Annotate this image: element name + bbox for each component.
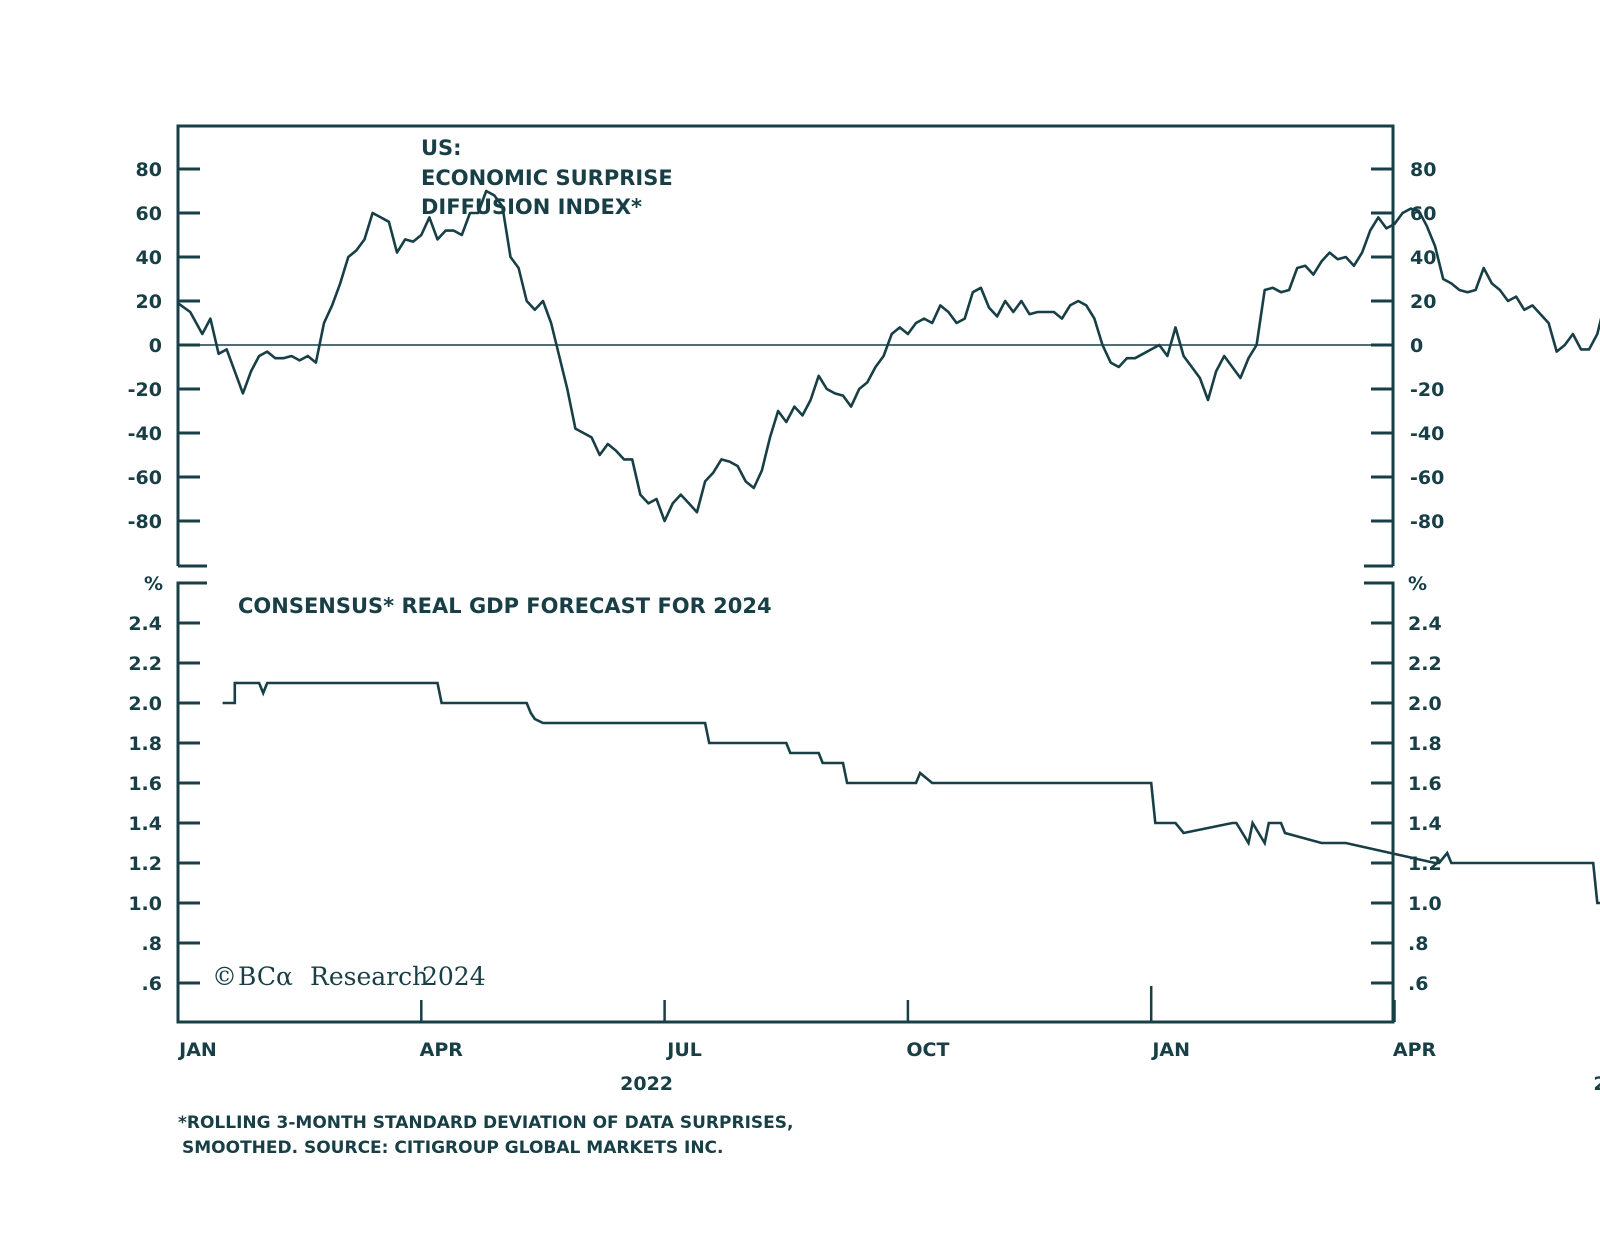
x-axis-ticks: JANAPRJULOCTJANAPRJULOCTJANAPR20222023 — [177, 986, 1600, 1095]
top-left-tick-label: -20 — [128, 379, 162, 401]
top-panel: 80 80 60 60 40 40 20 20 0 0 -20 -20 -40 -40 -60 -60 -80 -… — [128, 124, 1600, 568]
x-tick-label: APR — [420, 1039, 464, 1061]
bottom-y-ticks: 2.4 2.4 2.2 2.2 2.0 2.0 1.8 1.8 1.6 1.6 1.4 1.4 1.2 1… — [128, 613, 1441, 995]
x-year-label: 2023 — [1593, 1073, 1600, 1095]
bca-logo: BCα — [238, 962, 293, 991]
footnote-line-2: SMOOTHED. SOURCE: CITIGROUP GLOBAL MARKE… — [182, 1138, 723, 1158]
bottom-y-unit-right: % — [1408, 573, 1427, 595]
bottom-left-tick-label: 1.4 — [128, 813, 162, 835]
bottom-panel: 2.4 2.4 2.2 2.2 2.0 2.0 1.8 1.8 1.6 1.6 1.4 1.4 1.2 1… — [128, 573, 1600, 1095]
bottom-right-tick-label: .6 — [1408, 973, 1428, 995]
x-year-label: 2022 — [620, 1073, 673, 1095]
bottom-left-tick-label: 1.2 — [128, 853, 162, 875]
top-left-tick-label: 80 — [136, 159, 162, 181]
bottom-left-tick-label: 1.8 — [128, 733, 162, 755]
top-right-tick-label: 0 — [1410, 335, 1423, 357]
top-right-tick-label: -40 — [1410, 423, 1444, 445]
footnote-line-1: *ROLLING 3-MONTH STANDARD DEVIATION OF D… — [178, 1113, 793, 1133]
bottom-right-tick-label: 2.4 — [1408, 613, 1442, 635]
bottom-right-tick-label: 2.0 — [1408, 693, 1442, 715]
top-left-tick-label: -40 — [128, 423, 162, 445]
top-left-tick-label: -80 — [128, 511, 162, 533]
top-right-tick-label: 20 — [1410, 291, 1436, 313]
bottom-left-tick-label: .6 — [142, 973, 162, 995]
top-left-tick-label: 20 — [136, 291, 162, 313]
top-y-ticks: 80 80 60 60 40 40 20 20 0 0 -20 -20 -40 -40 -60 -60 -80 -… — [128, 159, 1445, 533]
top-title-line-2: ECONOMIC SURPRISE — [421, 166, 673, 190]
bottom-panel-frame — [176, 581, 1395, 1024]
bottom-left-tick-label: 2.2 — [128, 653, 162, 675]
top-right-tick-label: 40 — [1410, 247, 1436, 269]
top-left-tick-label: 40 — [136, 247, 162, 269]
top-panel-frame — [176, 124, 1395, 566]
bottom-y-unit-left: % — [144, 573, 163, 595]
bottom-left-tick-label: 1.0 — [128, 893, 162, 915]
copyright-symbol: © — [212, 962, 237, 991]
bottom-right-tick-label: 1.6 — [1408, 773, 1442, 795]
bottom-left-tick-label: 2.0 — [128, 693, 162, 715]
top-right-tick-label: -20 — [1410, 379, 1444, 401]
bottom-title: CONSENSUS* REAL GDP FORECAST FOR 2024 — [238, 594, 772, 618]
top-right-tick-label: -60 — [1410, 467, 1444, 489]
top-left-tick-label: -60 — [128, 467, 162, 489]
bottom-right-tick-label: 1.4 — [1408, 813, 1442, 835]
top-left-tick-label: 0 — [149, 335, 162, 357]
bottom-left-tick-label: 2.4 — [128, 613, 162, 635]
x-tick-label: JAN — [1150, 1039, 1190, 1061]
bottom-right-tick-label: 2.2 — [1408, 653, 1442, 675]
research-label: Research — [310, 962, 428, 991]
bottom-left-tick-label: 1.6 — [128, 773, 162, 795]
gdp-forecast-line — [222, 681, 1600, 905]
top-left-tick-label: 60 — [136, 203, 162, 225]
x-tick-label: APR — [1393, 1039, 1437, 1061]
x-tick-label: OCT — [906, 1039, 949, 1061]
branding-year: 2024 — [422, 962, 486, 991]
top-right-tick-label: 80 — [1410, 159, 1436, 181]
bottom-left-tick-label: .8 — [142, 933, 162, 955]
top-title-line-1: US: — [421, 136, 462, 160]
bottom-right-tick-label: 1.8 — [1408, 733, 1442, 755]
bottom-right-tick-label: 1.0 — [1408, 893, 1442, 915]
economic-surprise-line — [177, 189, 1600, 523]
bottom-right-tick-label: .8 — [1408, 933, 1428, 955]
top-title-line-3: DIFFUSION INDEX* — [421, 195, 642, 219]
x-tick-label: JUL — [665, 1039, 702, 1061]
bca-branding: © BCα Research 2024 — [212, 962, 486, 991]
x-tick-label: JAN — [177, 1039, 217, 1061]
top-right-tick-label: 60 — [1410, 203, 1436, 225]
top-right-tick-label: -80 — [1410, 511, 1444, 533]
